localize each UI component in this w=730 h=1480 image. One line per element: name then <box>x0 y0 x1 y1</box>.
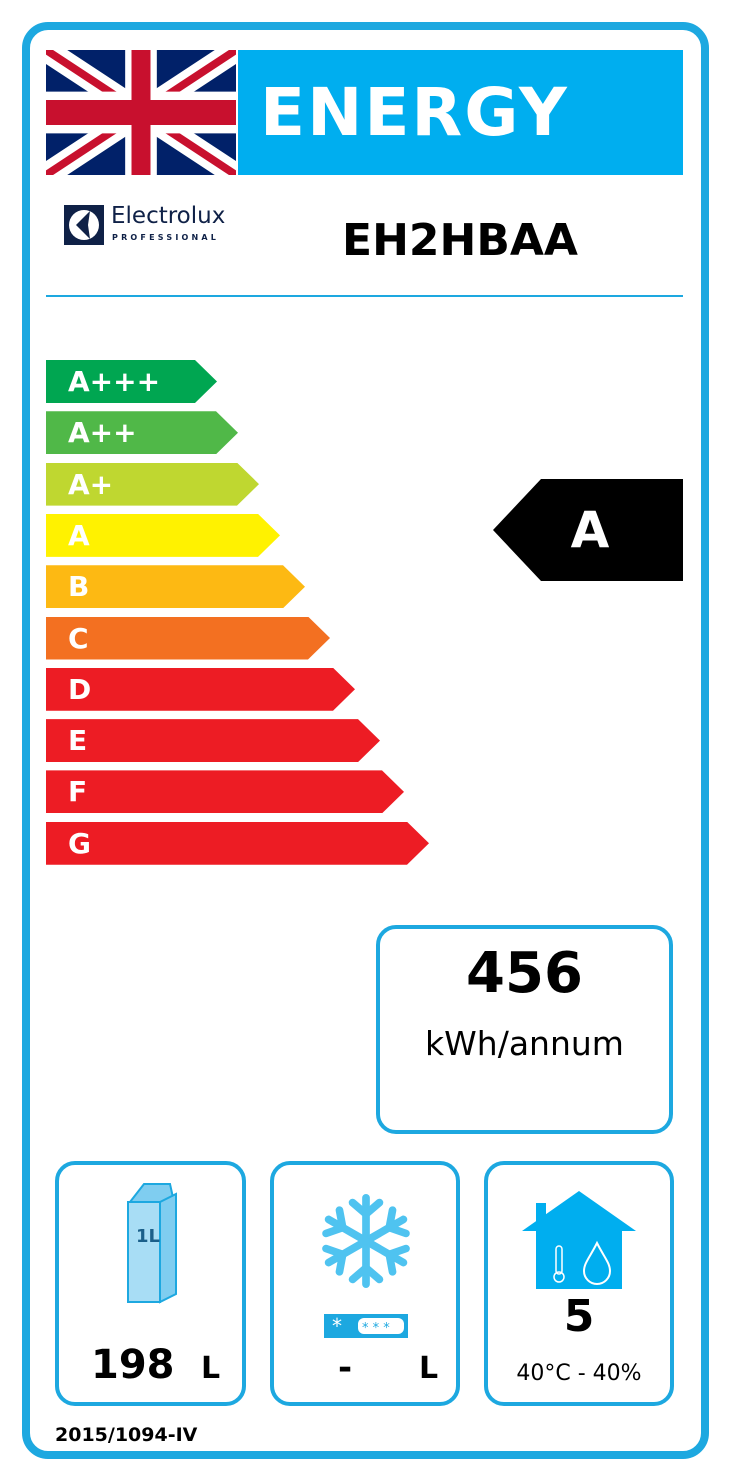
electrolux-logo-icon <box>64 205 104 245</box>
freezer-star-rating-icon: * * * * <box>324 1314 408 1338</box>
energy-class-bar: G <box>46 822 429 865</box>
label-border <box>22 22 709 1459</box>
frozen-volume-value: - <box>338 1348 353 1388</box>
climate-class-box: 5 40°C - 40% <box>484 1161 674 1406</box>
snowflake-icon <box>318 1193 414 1291</box>
regulation-reference: 2015/1094-IV <box>55 1424 198 1446</box>
carton-label: 1L <box>136 1226 160 1247</box>
rating-label: A <box>570 501 610 559</box>
milk-carton-icon: 1L <box>127 1183 177 1304</box>
energy-title: ENERGY <box>238 50 683 175</box>
fresh-volume-value: 198 <box>91 1342 175 1388</box>
svg-text:* * *: * * * <box>362 1321 390 1336</box>
energy-class-bar: A+ <box>46 463 259 506</box>
consumption-box: 456 kWh/annum <box>376 925 673 1134</box>
model-number: EH2HBAA <box>342 215 578 266</box>
energy-class-bar: E <box>46 719 380 762</box>
energy-class-bar: C <box>46 617 330 660</box>
energy-class-bar: D <box>46 668 355 711</box>
energy-class-bar: B <box>46 565 305 608</box>
energy-class-bar: F <box>46 770 404 813</box>
climate-conditions: 40°C - 40% <box>516 1361 642 1386</box>
frozen-volume-box: * * * * - L <box>270 1161 460 1406</box>
frozen-volume-unit: L <box>419 1351 439 1386</box>
union-jack-flag-icon <box>46 50 236 175</box>
energy-class-bar: A+++ <box>46 360 217 403</box>
energy-class-bar: A <box>46 514 280 557</box>
brand-subtitle: PROFESSIONAL <box>112 233 220 242</box>
divider <box>46 295 683 297</box>
svg-text:*: * <box>332 1314 342 1338</box>
house-climate-icon <box>522 1191 636 1289</box>
consumption-unit: kWh/annum <box>425 1024 624 1063</box>
fresh-volume-box: 1L 198 L <box>55 1161 246 1406</box>
brand-name: Electrolux <box>111 203 226 229</box>
energy-class-bar: A++ <box>46 411 238 454</box>
climate-class: 5 <box>563 1291 595 1342</box>
fresh-volume-unit: L <box>201 1351 221 1386</box>
consumption-value: 456 <box>466 941 583 1006</box>
rating-arrow <box>493 479 683 581</box>
